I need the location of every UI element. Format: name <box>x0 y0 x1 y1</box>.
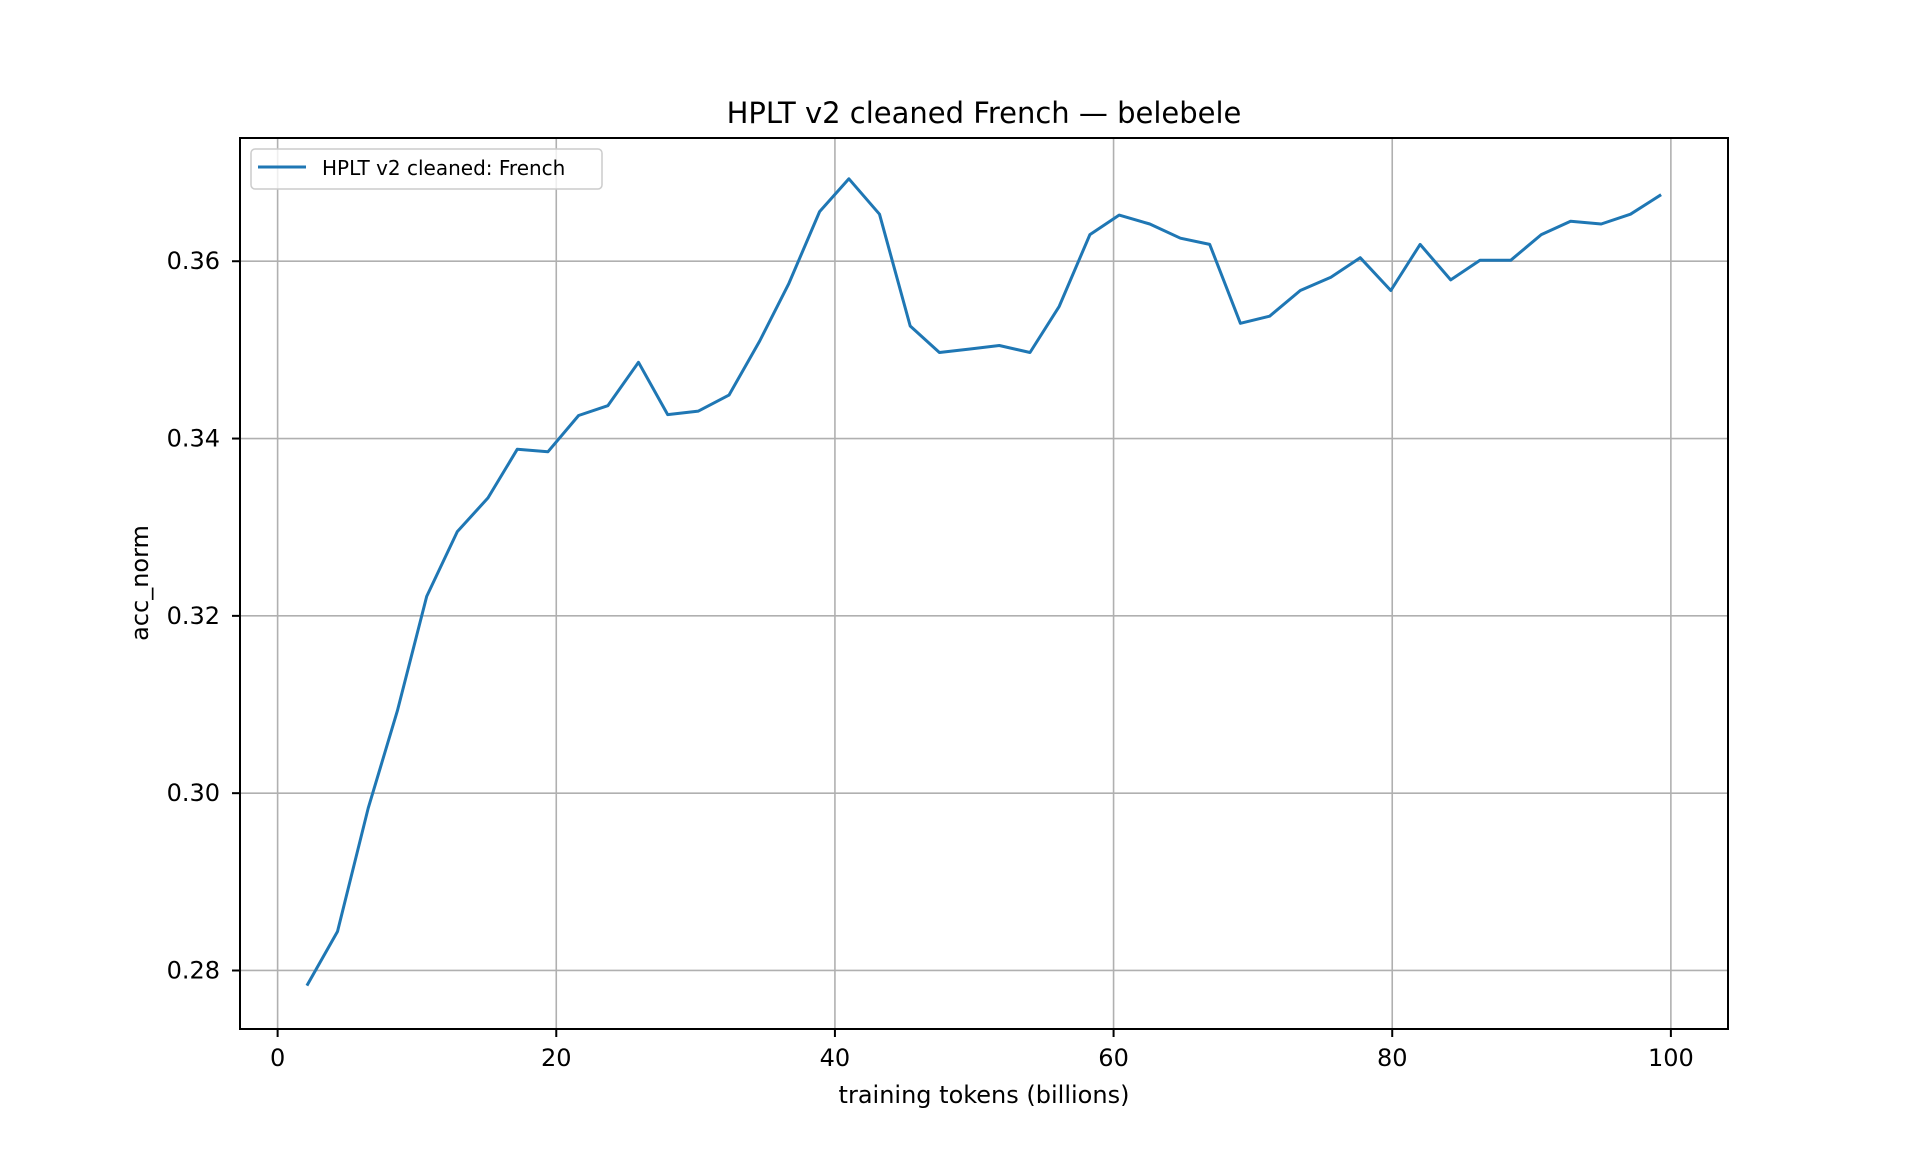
y-axis-ticks: 0.28 0.30 0.32 0.34 0.36 <box>167 247 240 984</box>
y-tick-label: 0.32 <box>167 602 220 630</box>
y-axis-label: acc_norm <box>126 525 154 641</box>
x-tick-label: 40 <box>820 1044 851 1072</box>
legend-label: HPLT v2 cleaned: French <box>322 156 565 180</box>
x-axis-label: training tokens (billions) <box>839 1081 1130 1109</box>
plot-area <box>239 137 1729 1030</box>
y-tick-label: 0.28 <box>167 956 220 984</box>
x-tick-label: 60 <box>1098 1044 1129 1072</box>
data-line-hplt-v2-cleaned-french <box>305 177 1662 987</box>
y-tick-label: 0.34 <box>167 425 220 453</box>
chart-title: HPLT v2 cleaned French — belebele <box>727 96 1242 130</box>
x-tick-label: 0 <box>270 1044 285 1072</box>
x-axis-ticks: 0 20 40 60 80 100 <box>270 1029 1694 1072</box>
axes-background <box>240 138 1728 1029</box>
legend: HPLT v2 cleaned: French <box>250 148 603 190</box>
y-tick-label: 0.30 <box>167 779 220 807</box>
x-tick-label: 100 <box>1648 1044 1694 1072</box>
legend-box <box>250 148 603 190</box>
x-gridlines <box>276 138 1672 1029</box>
axes-frame <box>239 137 1729 1030</box>
y-tick-label: 0.36 <box>167 247 220 275</box>
x-tick-label: 20 <box>541 1044 572 1072</box>
x-tick-label: 80 <box>1377 1044 1408 1072</box>
